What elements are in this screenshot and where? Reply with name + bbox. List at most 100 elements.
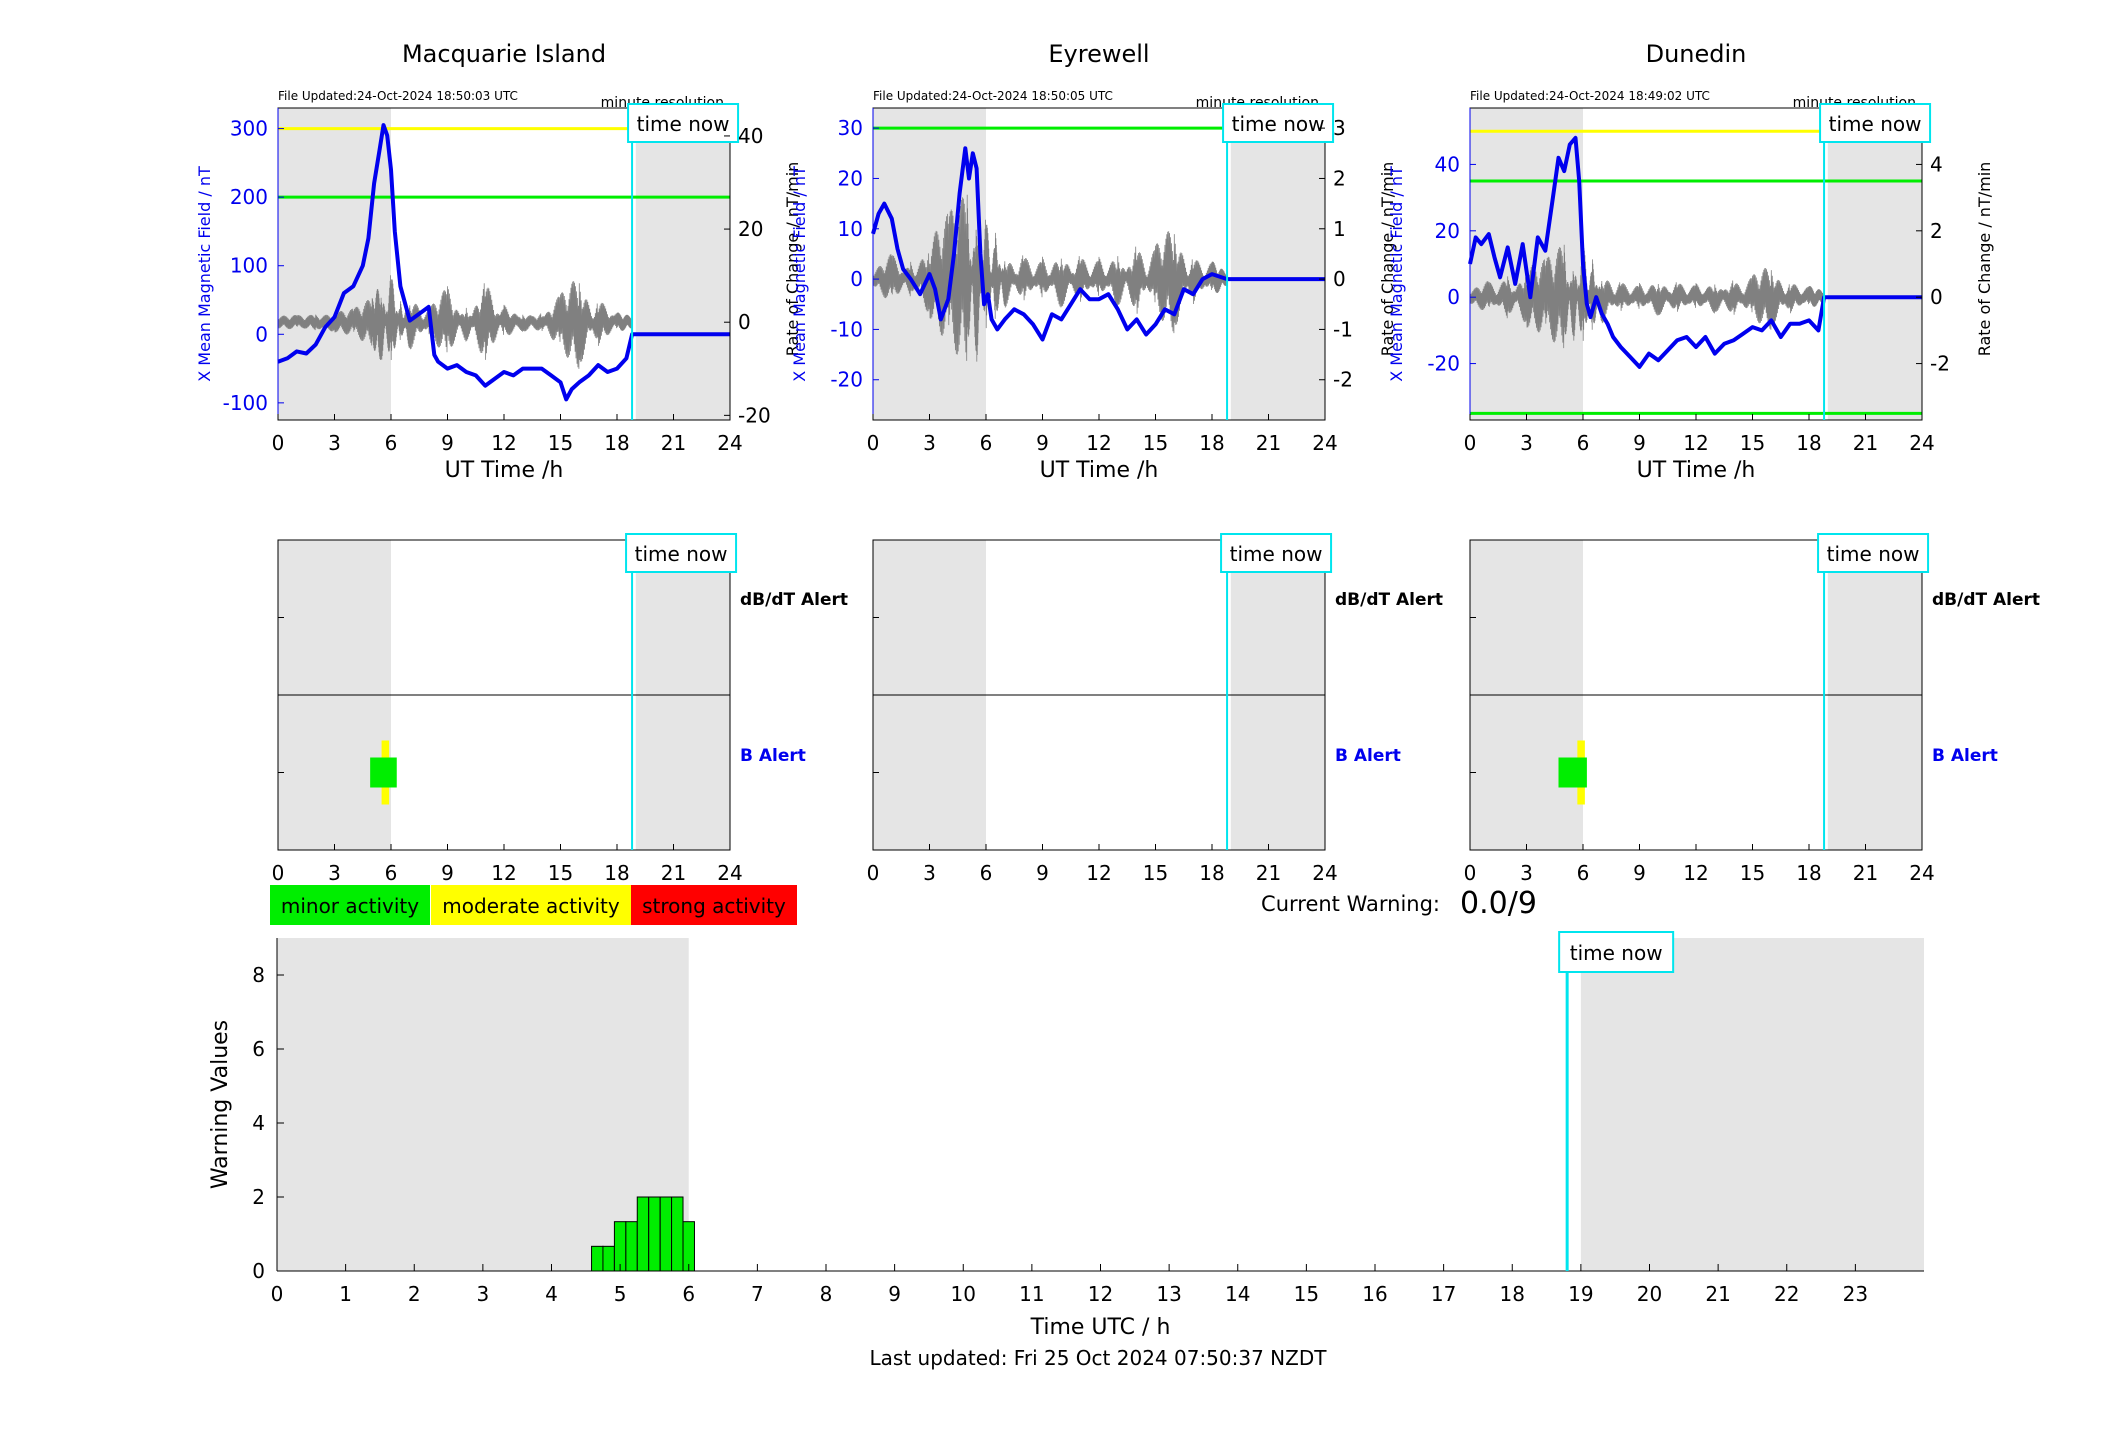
time-now-box [1558, 931, 1675, 973]
left-tick-label: 100 [230, 254, 268, 278]
x-tick-label: 15 [1740, 861, 1765, 885]
legend-label-minor: minor activity [281, 894, 419, 918]
warning-bar [636, 1196, 650, 1272]
warning-bar [591, 1245, 604, 1272]
x-tick-label: 24 [717, 431, 742, 455]
x-tick-label: 6 [1577, 861, 1590, 885]
x-tick-label: 3 [923, 431, 936, 455]
legend-label-moderate: moderate activity [442, 894, 620, 918]
time-now-box [625, 533, 738, 573]
left-tick-label: 30 [838, 116, 863, 140]
b-alert-label: B Alert [740, 746, 806, 766]
x-tick-label: 0 [867, 861, 880, 885]
right-tick-label: 20 [738, 217, 763, 241]
shaded-region [1230, 108, 1325, 420]
x-tick-label: 24 [1312, 431, 1337, 455]
x-tick-label: 18 [1199, 431, 1224, 455]
x-tick-label: 21 [1256, 861, 1281, 885]
right-tick-label: 3 [1333, 116, 1346, 140]
right-tick-label: 2 [1333, 166, 1346, 190]
x-tick-label: 0 [1464, 861, 1477, 885]
y-tick-label: 6 [252, 1037, 265, 1061]
y-tick-label: 0 [252, 1259, 265, 1283]
right-tick-label: -20 [738, 403, 771, 427]
right-tick-label: -1 [1333, 317, 1353, 341]
shaded-region [1580, 938, 1924, 1271]
y-tick-label: 4 [252, 1111, 265, 1135]
time-now-label: time now [1570, 941, 1663, 965]
x-tick-label: 2 [408, 1282, 421, 1306]
y-axis-label-right: Rate of Change / nT/min [1975, 162, 1994, 357]
x-tick-label: 5 [614, 1282, 627, 1306]
x-tick-label: 3 [328, 431, 341, 455]
last-updated-label: Last updated: Fri 25 Oct 2024 07:50:37 N… [870, 1346, 1328, 1370]
x-tick-label: 15 [1143, 431, 1168, 455]
dbdt-alert-label: dB/dT Alert [1932, 590, 2040, 610]
x-tick-label: 10 [951, 1282, 976, 1306]
file-updated-label: File Updated:24-Oct-2024 18:49:02 UTC [1470, 89, 1710, 103]
x-tick-label: 6 [385, 431, 398, 455]
x-tick-label: 15 [548, 861, 573, 885]
y-axis-label-right: Rate of Change / nT/min [783, 162, 802, 357]
current-warning-label: Current Warning: [1261, 892, 1440, 916]
right-tick-label: 4 [1930, 152, 1943, 176]
x-tick-label: 23 [1843, 1282, 1868, 1306]
station-title: Eyrewell [1048, 40, 1149, 68]
legend-swatch-strong [631, 885, 797, 925]
left-tick-label: 0 [1447, 285, 1460, 309]
legend-label-strong: strong activity [642, 894, 786, 918]
left-tick-label: -100 [223, 391, 268, 415]
b-alert-label: B Alert [1932, 746, 1998, 766]
warning-bar [648, 1196, 661, 1272]
x-tick-label: 17 [1431, 1282, 1456, 1306]
time-now-label: time now [637, 112, 730, 136]
right-tick-label: -2 [1930, 352, 1950, 376]
station-panel-1: Eyrewell File Updated:24-Oct-2024 18:50:0… [790, 40, 1397, 483]
x-tick-label: 9 [1036, 861, 1049, 885]
shaded-region [635, 108, 730, 420]
x-tick-label: 9 [441, 431, 454, 455]
time-now-box [1222, 103, 1335, 143]
x-tick-label: 3 [923, 861, 936, 885]
alert-panel-2: dB/dT Alert B Alert time now 0 3 6 9 12 15 18 21 24 [1464, 533, 2040, 885]
y-tick-label: 8 [252, 963, 265, 987]
x-tick-label: 9 [1633, 861, 1646, 885]
x-tick-label: 12 [1683, 861, 1708, 885]
x-tick-label: 15 [1740, 431, 1765, 455]
x-tick-label: 21 [1256, 431, 1281, 455]
x-tick-label: 21 [661, 431, 686, 455]
x-tick-label: 20 [1637, 1282, 1662, 1306]
x-tick-label: 24 [1312, 861, 1337, 885]
y-tick-label: 2 [252, 1185, 265, 1209]
time-now-label: time now [1230, 542, 1323, 566]
x-tick-label: 11 [1019, 1282, 1044, 1306]
x-tick-label: 16 [1362, 1282, 1387, 1306]
x-tick-label: 24 [1909, 431, 1934, 455]
x-tick-label: 21 [1853, 431, 1878, 455]
station-title: Dunedin [1646, 40, 1747, 68]
x-tick-label: 22 [1774, 1282, 1799, 1306]
x-tick-label: 3 [1520, 861, 1533, 885]
x-tick-label: 0 [271, 1282, 284, 1306]
x-tick-label: 6 [980, 861, 993, 885]
warning-bar [613, 1221, 627, 1272]
left-tick-label: 40 [1435, 152, 1460, 176]
x-tick-label: 12 [1683, 431, 1708, 455]
x-tick-label: 12 [491, 861, 516, 885]
x-tick-label: 9 [441, 861, 454, 885]
x-tick-label: 18 [1199, 861, 1224, 885]
alert-panel-0: dB/dT Alert B Alert time now 0 3 6 9 12 15 18 21 24 [272, 533, 848, 885]
time-now-label: time now [1829, 112, 1922, 136]
x-axis-label: UT Time /h [445, 458, 564, 483]
x-tick-label: 15 [548, 431, 573, 455]
y-axis-label-left: X Mean Magnetic Field / nT [1387, 166, 1406, 382]
x-tick-label: 18 [1796, 431, 1821, 455]
x-tick-label: 24 [1909, 861, 1934, 885]
x-tick-label: 6 [980, 431, 993, 455]
time-now-label: time now [1232, 112, 1325, 136]
x-tick-label: 0 [272, 431, 285, 455]
right-tick-label: 0 [1333, 267, 1346, 291]
x-axis-label: UT Time /h [1637, 458, 1756, 483]
rate-of-change-trace [277, 275, 633, 369]
